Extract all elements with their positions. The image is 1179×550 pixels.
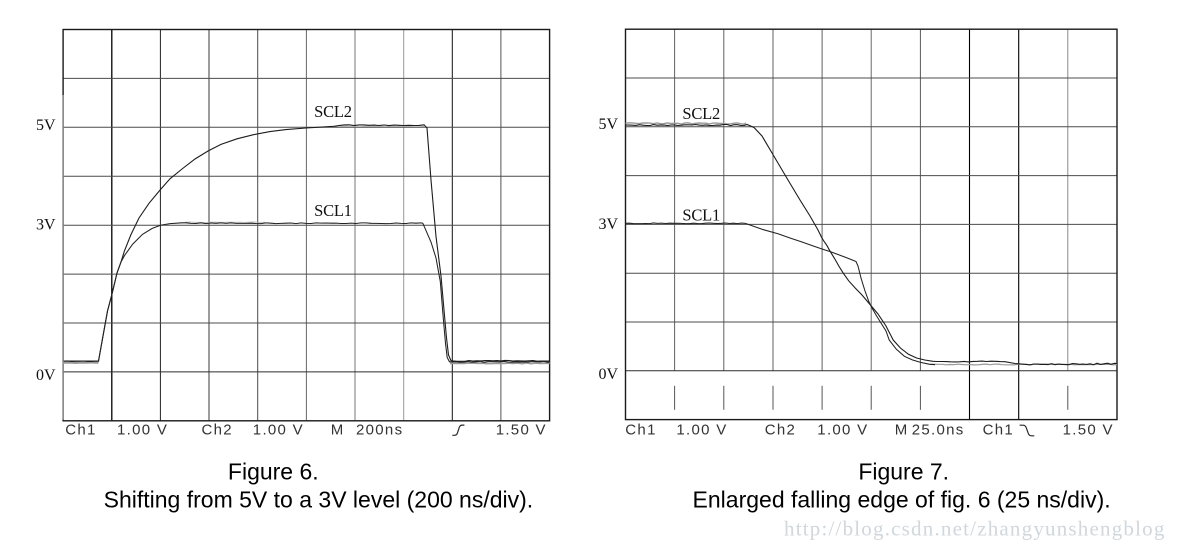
svg-text:Ch2: Ch2: [765, 422, 796, 439]
svg-text:M: M: [331, 422, 345, 439]
svg-text:1.50 V: 1.50 V: [496, 422, 547, 439]
svg-text:Ch1: Ch1: [983, 422, 1014, 439]
svg-text:M: M: [895, 422, 909, 439]
svg-text:Figure 7.: Figure 7.: [858, 459, 949, 485]
svg-text:Shifting from 5V to a 3V level: Shifting from 5V to a 3V level (200 ns/d…: [104, 487, 534, 513]
svg-text:SCL1: SCL1: [314, 201, 352, 220]
svg-text:3V: 3V: [598, 216, 618, 233]
svg-text:1.00 V: 1.00 V: [817, 422, 868, 439]
svg-text:200ns: 200ns: [356, 422, 403, 439]
svg-text:Ch2: Ch2: [202, 422, 233, 439]
svg-text:SCL2: SCL2: [682, 104, 720, 123]
svg-text:SCL1: SCL1: [682, 206, 720, 225]
svg-text:Ch1: Ch1: [625, 422, 656, 439]
svg-text:1.00 V: 1.00 V: [117, 422, 168, 439]
svg-text:0V: 0V: [598, 366, 618, 383]
svg-text:Ch1: Ch1: [65, 422, 96, 439]
svg-text:SCL2: SCL2: [314, 102, 352, 121]
svg-text:1.00 V: 1.00 V: [253, 422, 304, 439]
svg-text:25.0ns: 25.0ns: [912, 422, 965, 439]
svg-text:1.00 V: 1.00 V: [676, 422, 727, 439]
svg-text:5V: 5V: [598, 116, 618, 133]
svg-text:Figure 6.: Figure 6.: [228, 459, 319, 485]
svg-text:3V: 3V: [36, 217, 56, 234]
svg-text:1.50 V: 1.50 V: [1063, 422, 1114, 439]
svg-text:0V: 0V: [36, 367, 56, 384]
svg-text:http://blog.csdn.net/zhangyuns: http://blog.csdn.net/zhangyunshengblog: [784, 517, 1166, 541]
svg-text:Enlarged falling edge of fig.: Enlarged falling edge of fig. 6 (25 ns/d…: [693, 487, 1111, 513]
svg-text:5V: 5V: [36, 117, 56, 134]
